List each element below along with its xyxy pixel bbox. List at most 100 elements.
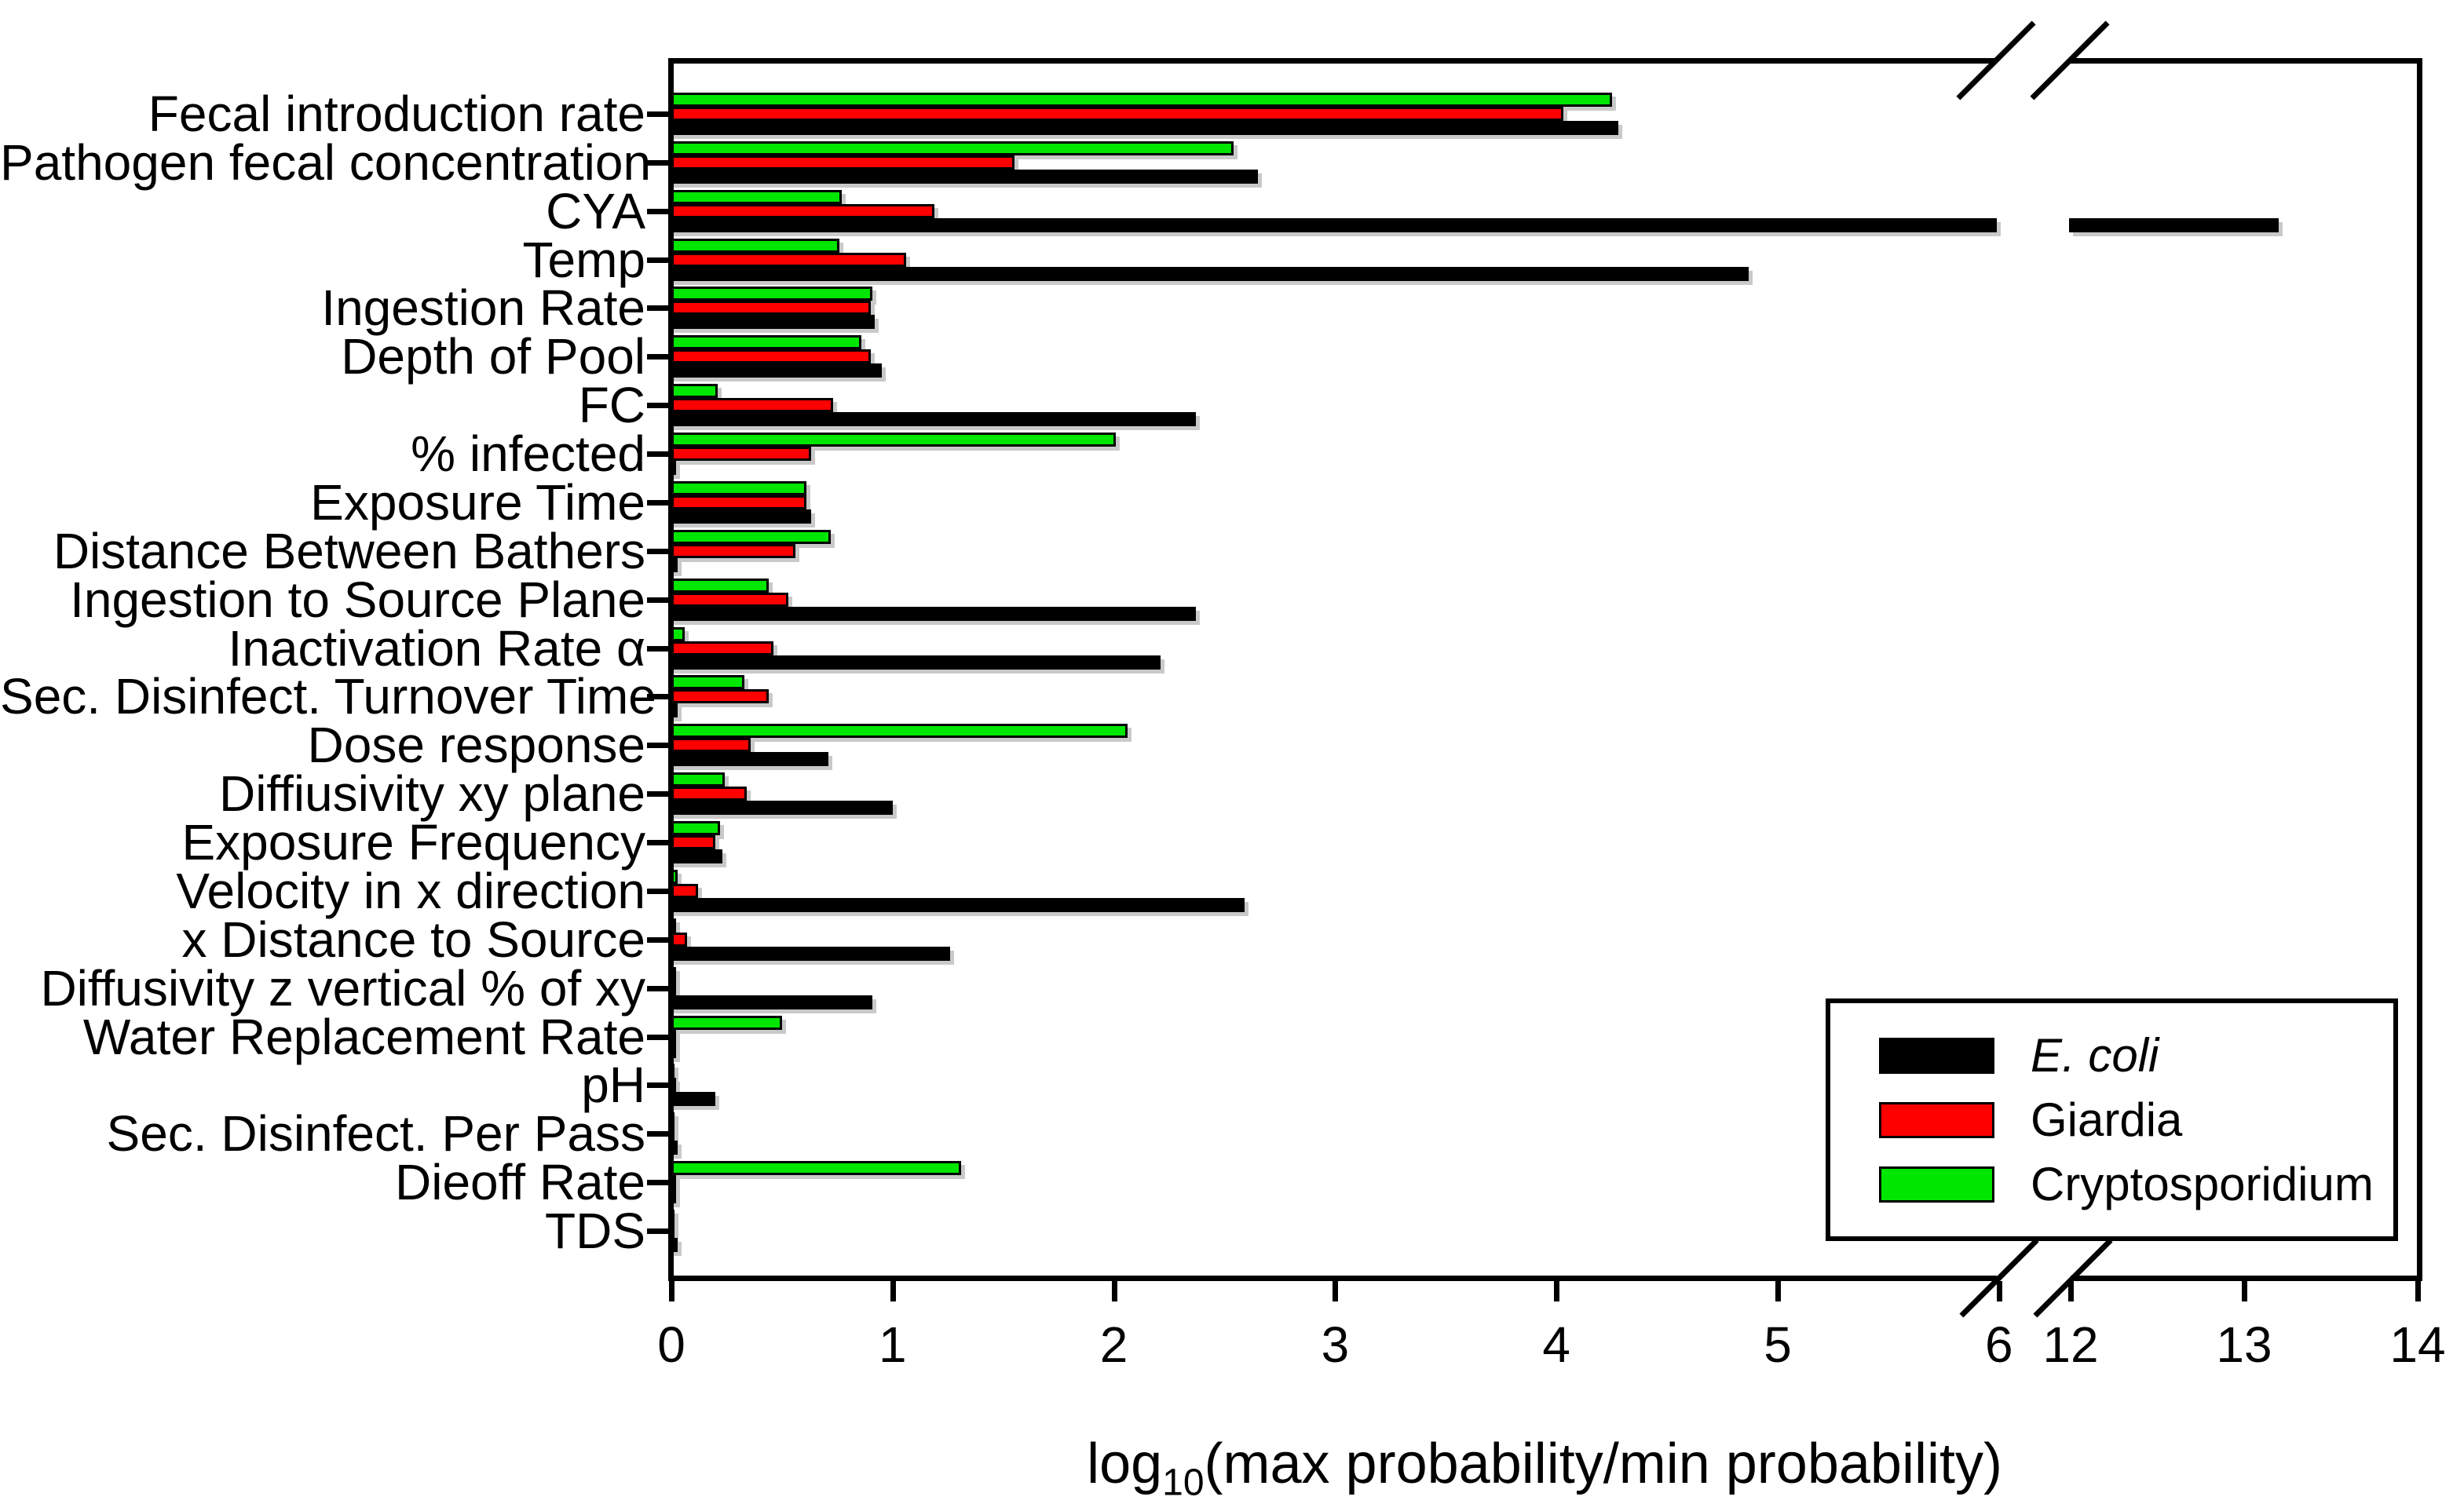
x-tick-12 — [2068, 1281, 2074, 1301]
bar-giardia-fecal-introduction-rate — [670, 107, 1563, 121]
x-tick-14 — [2415, 1281, 2421, 1301]
bar-giardia-sec-disinfect-turnover-time — [670, 689, 769, 704]
y-tick-sec-disinfect-turnover-time — [647, 694, 668, 700]
bar-cryptosporidium-pathogen-fecal-concentration — [670, 141, 1234, 155]
bar-e-coli-dose-response — [670, 752, 829, 767]
x-axis-line-segment-1 — [668, 1276, 1997, 1281]
x-tick-13 — [2242, 1281, 2247, 1301]
y-tick-pathogen-fecal-concentration — [647, 159, 668, 166]
category-label-sec-disinfect-turnover-time: Sec. Disinfect. Turnover Time — [0, 668, 656, 725]
x-tick-label-4: 4 — [1542, 1316, 1570, 1373]
bar-e-coli-velocity-in-x-direction — [670, 897, 1245, 912]
bar-cryptosporidium-distance-between-bathers — [670, 529, 831, 544]
bar-e-coli-x-distance-to-source — [670, 946, 951, 961]
bar-e-coli-exposure-time — [670, 509, 811, 524]
x-tick-2 — [1111, 1281, 1117, 1301]
plot-top-border-segment-2 — [2071, 58, 2422, 64]
y-tick-exposure-frequency — [647, 840, 668, 846]
x-tick-6 — [1996, 1281, 2002, 1301]
legend-swatch-cryptosporidium — [1879, 1166, 1994, 1203]
bar-e-coli-diffusivity-z-vertical-of-xy — [670, 995, 873, 1009]
x-axis-line-segment-2 — [2071, 1276, 2422, 1281]
bar-giardia-cya — [670, 203, 935, 218]
bar-e-coli-ph — [670, 1092, 716, 1107]
category-label-diffusivity-z-vertical-of-xy: Diffusivity z vertical % of xy — [40, 959, 645, 1017]
category-label-exposure-time: Exposure Time — [310, 473, 645, 531]
legend-item-ecoli: E. coli — [1879, 1028, 2393, 1082]
category-label-cya: CYA — [546, 182, 645, 239]
category-label-ingestion-rate: Ingestion Rate — [321, 279, 645, 337]
plot-right-border — [2417, 58, 2422, 1281]
legend-item-cryptosporidium: Cryptosporidium — [1879, 1157, 2393, 1210]
legend-swatch-ecoli — [1879, 1037, 1994, 1074]
legend-swatch-giardia — [1879, 1101, 1994, 1138]
x-tick-label-13: 13 — [2216, 1316, 2272, 1373]
y-tick-ingestion-rate — [647, 305, 668, 312]
bar-giardia-pathogen-fecal-concentration — [670, 155, 1014, 170]
category-label-pathogen-fecal-concentration: Pathogen fecal concentration — [0, 133, 652, 191]
bar-e-coli-ingestion-rate — [670, 315, 876, 330]
bar-cryptosporidium-infected — [670, 433, 1117, 447]
bar-cryptosporidium-exposure-time — [670, 480, 806, 495]
legend-label-giardia: Giardia — [2031, 1093, 2183, 1146]
category-label-temp: Temp — [522, 231, 646, 288]
legend-item-giardia: Giardia — [1879, 1093, 2393, 1146]
x-axis-title-subscript: 10 — [1162, 1462, 1205, 1504]
category-label-x-distance-to-source: x Distance to Source — [181, 911, 646, 968]
x-tick-5 — [1775, 1281, 1781, 1301]
y-tick-diffiusivity-xy-plane — [647, 791, 668, 798]
category-label-dose-response: Dose response — [307, 717, 645, 774]
legend-label-ecoli: E. coli — [2031, 1028, 2159, 1082]
bar-cryptosporidium-cya — [670, 189, 842, 204]
bar-cryptosporidium-ingestion-to-source-plane — [670, 578, 769, 593]
y-tick-sec-disinfect-per-pass — [647, 1131, 668, 1137]
bar-giardia-temp — [670, 252, 906, 267]
bar-giardia-ingestion-rate — [670, 301, 871, 316]
y-tick-velocity-in-x-direction — [647, 888, 668, 894]
category-label-ingestion-to-source-plane: Ingestion to Source Plane — [70, 571, 645, 628]
bar-e-coli-cya-segment-2 — [2069, 217, 2279, 232]
bar-e-coli-cya-segment-1 — [670, 217, 1997, 232]
bar-giardia-dose-response — [670, 738, 751, 753]
y-tick-diffusivity-z-vertical-of-xy — [647, 985, 668, 991]
legend-label-cryptosporidium: Cryptosporidium — [2031, 1157, 2374, 1210]
category-label-fecal-introduction-rate: Fecal introduction rate — [148, 86, 645, 142]
y-tick-ph — [647, 1082, 668, 1089]
y-tick-temp — [647, 257, 668, 263]
y-tick-depth-of-pool — [647, 354, 668, 360]
bar-cryptosporidium-temp — [670, 238, 840, 253]
bar-giardia-exposure-time — [670, 495, 806, 509]
bar-cryptosporidium-exposure-frequency — [670, 821, 720, 836]
bar-giardia-infected — [670, 447, 811, 462]
bar-giardia-velocity-in-x-direction — [670, 883, 698, 898]
y-tick-infected — [647, 451, 668, 458]
bar-giardia-exposure-frequency — [670, 835, 716, 850]
x-tick-label-5: 5 — [1764, 1316, 1792, 1373]
bar-e-coli-fecal-introduction-rate — [670, 121, 1619, 135]
x-axis-title-prefix: log — [1087, 1433, 1163, 1495]
x-tick-label-0: 0 — [657, 1316, 685, 1373]
category-label-inactivation-rate: Inactivation Rate α — [228, 619, 646, 677]
x-tick-label-14: 14 — [2389, 1316, 2446, 1373]
category-label-exposure-frequency: Exposure Frequency — [181, 814, 645, 871]
bar-e-coli-exposure-frequency — [670, 849, 722, 864]
y-tick-exposure-time — [647, 499, 668, 506]
y-tick-fecal-introduction-rate — [647, 111, 668, 117]
bar-giardia-ingestion-to-source-plane — [670, 592, 789, 607]
x-tick-label-1: 1 — [879, 1316, 907, 1373]
bar-giardia-inactivation-rate — [670, 641, 773, 655]
bar-e-coli-inactivation-rate — [670, 655, 1161, 670]
category-label-velocity-in-x-direction: Velocity in x direction — [176, 862, 645, 919]
bar-e-coli-fc — [670, 412, 1196, 427]
y-tick-dieoff-rate — [647, 1180, 668, 1186]
category-label-diffiusivity-xy-plane: Diffiusivity xy plane — [218, 765, 645, 823]
y-tick-ingestion-to-source-plane — [647, 597, 668, 603]
category-label-fc: FC — [578, 377, 645, 434]
bar-giardia-distance-between-bathers — [670, 543, 795, 558]
bar-cryptosporidium-sec-disinfect-turnover-time — [670, 675, 744, 690]
bar-e-coli-diffiusivity-xy-plane — [670, 801, 893, 816]
category-label-infected: % infected — [411, 425, 645, 483]
y-axis-line — [668, 58, 674, 1281]
y-tick-water-replacement-rate — [647, 1034, 668, 1040]
